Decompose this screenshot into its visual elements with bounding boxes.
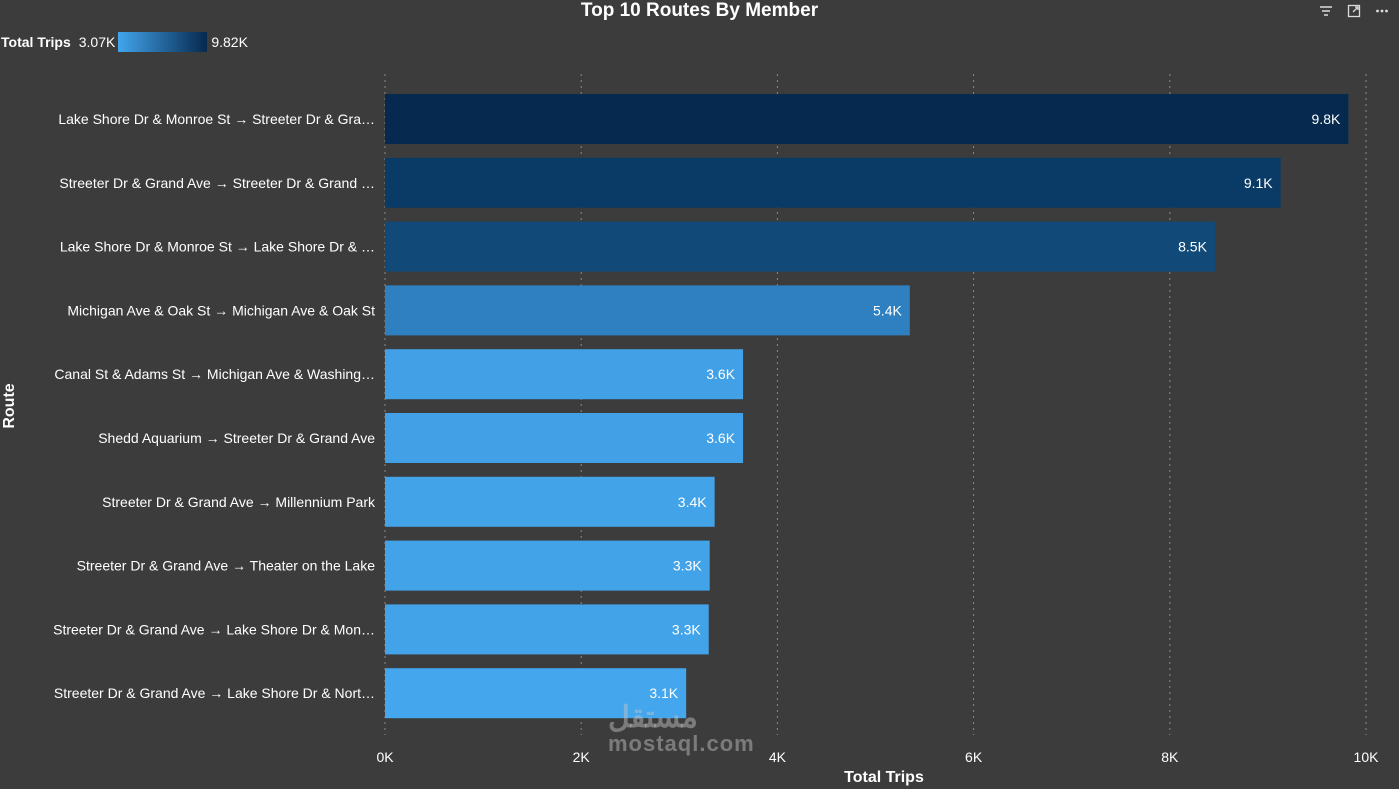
bar[interactable] xyxy=(385,349,744,400)
category-label: Streeter Dr & Grand Ave → Millennium Par… xyxy=(102,494,376,510)
legend-min-label: 3.07K xyxy=(78,34,116,50)
legend-title: Total Trips xyxy=(1,34,71,50)
filter-icon[interactable] xyxy=(1319,4,1333,18)
category-label: Shedd Aquarium → Streeter Dr & Grand Ave xyxy=(98,430,375,446)
bar[interactable] xyxy=(385,540,710,591)
x-axis-ticks: 0K 2K 4K 6K 8K 10K xyxy=(376,749,1379,765)
watermark-url: mostaql.com xyxy=(608,731,755,756)
category-label: Lake Shore Dr & Monroe St → Lake Shore D… xyxy=(60,239,375,255)
data-label: 3.4K xyxy=(678,494,707,510)
legend-max-label: 9.82K xyxy=(211,34,248,50)
category-label: Michigan Ave & Oak St → Michigan Ave & O… xyxy=(67,302,375,318)
category-label: Streeter Dr & Grand Ave → Lake Shore Dr … xyxy=(53,621,375,637)
bar[interactable] xyxy=(385,476,715,527)
category-label: Canal St & Adams St → Michigan Ave & Was… xyxy=(54,366,375,382)
more-options-icon[interactable] xyxy=(1375,4,1389,18)
focus-mode-icon[interactable] xyxy=(1347,4,1361,18)
x-tick-label: 0K xyxy=(376,749,394,765)
visual-header-icons xyxy=(1319,4,1389,18)
category-label: Streeter Dr & Grand Ave → Streeter Dr & … xyxy=(59,175,375,191)
category-label: Streeter Dr & Grand Ave → Theater on the… xyxy=(77,558,376,574)
bar[interactable] xyxy=(385,157,1281,208)
bar[interactable] xyxy=(385,94,1349,144)
category-label: Streeter Dr & Grand Ave → Lake Shore Dr … xyxy=(54,685,375,701)
legend-gradient xyxy=(118,32,208,52)
data-label: 9.1K xyxy=(1244,175,1273,191)
data-label: 9.8K xyxy=(1312,111,1341,127)
data-label: 3.3K xyxy=(673,558,702,574)
x-tick-label: 2K xyxy=(573,749,591,765)
data-label: 3.1K xyxy=(649,685,678,701)
x-tick-label: 8K xyxy=(1161,749,1179,765)
x-tick-label: 6K xyxy=(965,749,983,765)
gridlines xyxy=(384,74,1367,735)
category-label: Lake Shore Dr & Monroe St → Streeter Dr … xyxy=(58,111,375,127)
data-label: 3.6K xyxy=(706,366,735,382)
y-axis-title: Route xyxy=(1,383,18,428)
watermark: مستقل mostaql.com xyxy=(608,700,755,757)
x-tick-label: 10K xyxy=(1354,749,1380,765)
data-label: 3.3K xyxy=(672,621,701,637)
data-labels: 9.8K 9.1K 8.5K 5.4K 3.6K 3.6K 3.4K 3.3K 3.3K 3.1K xyxy=(649,111,1341,701)
data-label: 8.5K xyxy=(1178,239,1207,255)
category-labels: Lake Shore Dr & Monroe St → Streeter Dr … xyxy=(53,111,376,701)
color-legend: Total Trips 3.07K 9.82K xyxy=(1,32,248,52)
bars xyxy=(385,94,1349,719)
bar[interactable] xyxy=(385,604,709,655)
bar[interactable] xyxy=(385,668,687,719)
chart-title: Top 10 Routes By Member xyxy=(580,0,819,21)
bar[interactable] xyxy=(385,285,910,336)
data-label: 3.6K xyxy=(706,430,735,446)
data-label: 5.4K xyxy=(873,302,902,318)
bar[interactable] xyxy=(385,413,744,463)
bar[interactable] xyxy=(385,221,1215,272)
watermark-arabic: مستقل xyxy=(608,701,698,734)
x-tick-label: 4K xyxy=(769,749,787,765)
x-axis-title: Total Trips xyxy=(844,769,924,786)
